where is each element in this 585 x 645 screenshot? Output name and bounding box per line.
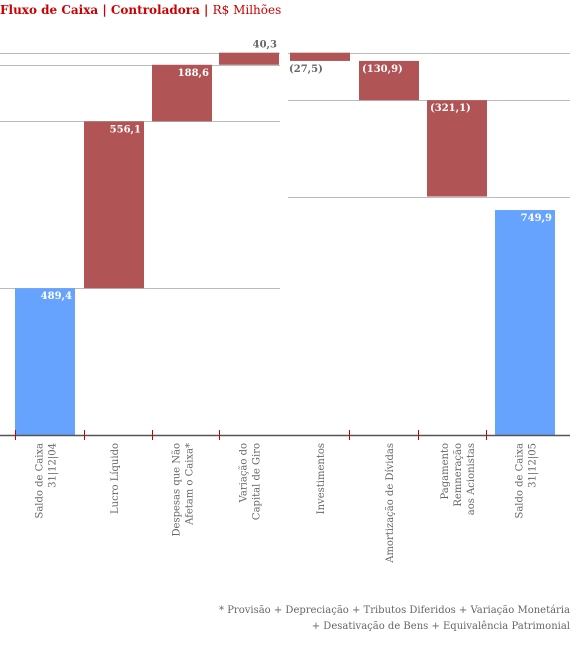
category-label: Afetam o Caixa* <box>185 443 196 526</box>
category-label: Amortização de Dívidas <box>385 443 396 564</box>
category-label: Capital de Giro <box>252 443 263 520</box>
waterfall-chart: 489,4 556,1 188,6 40,3 (27,5) (130,9) (321,1) 7… <box>0 40 570 564</box>
chart-title-main: Fluxo de Caixa | Controladora | <box>0 3 209 17</box>
chart-title: Fluxo de Caixa | Controladora | R$ Milhõ… <box>0 3 281 17</box>
data-label-1: 489,4 <box>41 291 72 302</box>
bar-5 <box>290 52 350 61</box>
category-label: Investimentos <box>316 443 327 514</box>
category-label: Saldo de Caixa <box>35 443 46 519</box>
category-label: 31|12|05 <box>528 443 539 488</box>
footnote: * Provisão + Depreciação + Tributos Dife… <box>219 603 570 635</box>
category-label: Variação do <box>239 443 250 503</box>
data-label-6: (130,9) <box>362 64 403 75</box>
data-label-3: 188,6 <box>178 68 209 79</box>
category-label: Saldo de Caixa <box>515 443 526 519</box>
data-label-4: 40,3 <box>253 40 277 51</box>
bar-6 <box>359 60 419 101</box>
bar-1 <box>15 288 75 435</box>
bar-4 <box>219 52 279 65</box>
footnote-line-1: * Provisão + Depreciação + Tributos Dife… <box>219 605 570 616</box>
category-label: Pagamento <box>440 443 451 499</box>
footnote-line-2: + Desativação de Bens + Equivalência Pat… <box>311 621 570 632</box>
category-label: Remneração <box>453 443 464 507</box>
chart-title-unit: R$ Milhões <box>212 3 282 17</box>
category-label: 31|12|04 <box>48 443 59 488</box>
bar-7 <box>427 100 487 197</box>
data-label-5: (27,5) <box>289 64 323 75</box>
bar-8 <box>495 210 555 435</box>
category-label: aos Acionistas <box>466 443 477 515</box>
data-label-2: 556,1 <box>110 124 141 135</box>
data-label-8: 749,9 <box>521 213 552 224</box>
bar-2 <box>84 121 144 289</box>
category-label: Lucro Líquido <box>110 443 121 514</box>
bar-3 <box>152 64 212 122</box>
data-label-7: (321,1) <box>430 103 471 114</box>
category-label: Despesas que Não <box>172 443 183 536</box>
